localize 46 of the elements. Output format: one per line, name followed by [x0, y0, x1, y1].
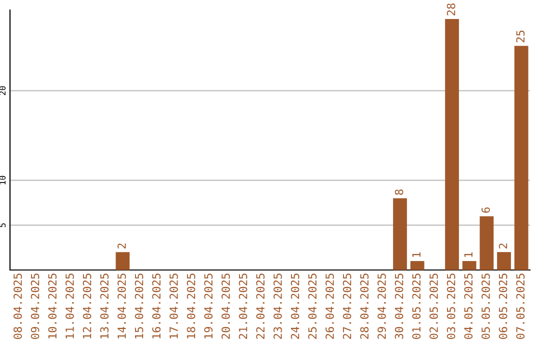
x-tick-label: 22.04.2025 [256, 274, 265, 339]
x-tick-label: 23.04.2025 [274, 274, 282, 339]
bar [445, 18, 459, 270]
x-tick-label: 30.04.2025 [394, 274, 404, 339]
x-tick-label: 04.05.2025 [464, 274, 473, 339]
x-tick-label: 11.04.2025 [66, 274, 74, 338]
x-tick-label: 10.04.2025 [48, 274, 57, 338]
bar [480, 216, 494, 270]
x-tick-label: 25.04.2025 [308, 274, 317, 339]
x-tick-label: 09.04.2025 [30, 274, 40, 339]
x-tick-label: 08.04.2025 [14, 274, 22, 339]
data-label: 6 [482, 207, 490, 213]
x-tick-label: 06.05.2025 [498, 274, 508, 339]
x-tick-label: 16.04.2025 [152, 274, 161, 338]
data-label: 28 [446, 4, 456, 16]
data-label: 8 [394, 190, 404, 195]
x-tick-label: 19.04.2025 [204, 274, 213, 338]
x-tick-label: 03.05.2025 [446, 274, 456, 339]
bar [410, 261, 424, 270]
x-tick-label: 15.04.2025 [134, 274, 144, 338]
bar [497, 252, 511, 270]
bar [462, 261, 476, 270]
x-tick-label: 13.04.2025 [100, 274, 109, 338]
x-tick-label: 01.05.2025 [412, 274, 421, 339]
x-tick-label: 29.04.2025 [378, 274, 386, 339]
x-tick-label: 18.04.2025 [186, 274, 196, 338]
x-tick-label: 05.05.2025 [482, 274, 490, 339]
x-tick-label: 12.04.2025 [82, 274, 92, 338]
x-tick-label: 02.05.2025 [430, 274, 438, 339]
x-tick-label: 14.04.2025 [118, 274, 126, 338]
data-label: 1 [464, 252, 472, 257]
data-label: 2 [118, 244, 126, 248]
x-tick-label: 21.04.2025 [238, 274, 248, 339]
x-tick-label: 17.04.2025 [170, 274, 178, 338]
x-tick-label: 26.04.2025 [326, 274, 334, 339]
x-tick-label: 27.04.2025 [342, 274, 352, 339]
x-tick-label: 28.04.2025 [360, 274, 369, 339]
data-label: 25 [516, 30, 525, 42]
bar [514, 46, 528, 270]
data-label: 2 [498, 244, 508, 248]
bar [116, 252, 130, 270]
data-label: 1 [412, 252, 420, 257]
bar [393, 198, 407, 270]
x-tick-label: 24.04.2025 [290, 274, 300, 339]
x-tick-label: 07.05.2025 [516, 274, 525, 339]
x-tick-label: 20.04.2025 [222, 274, 230, 339]
